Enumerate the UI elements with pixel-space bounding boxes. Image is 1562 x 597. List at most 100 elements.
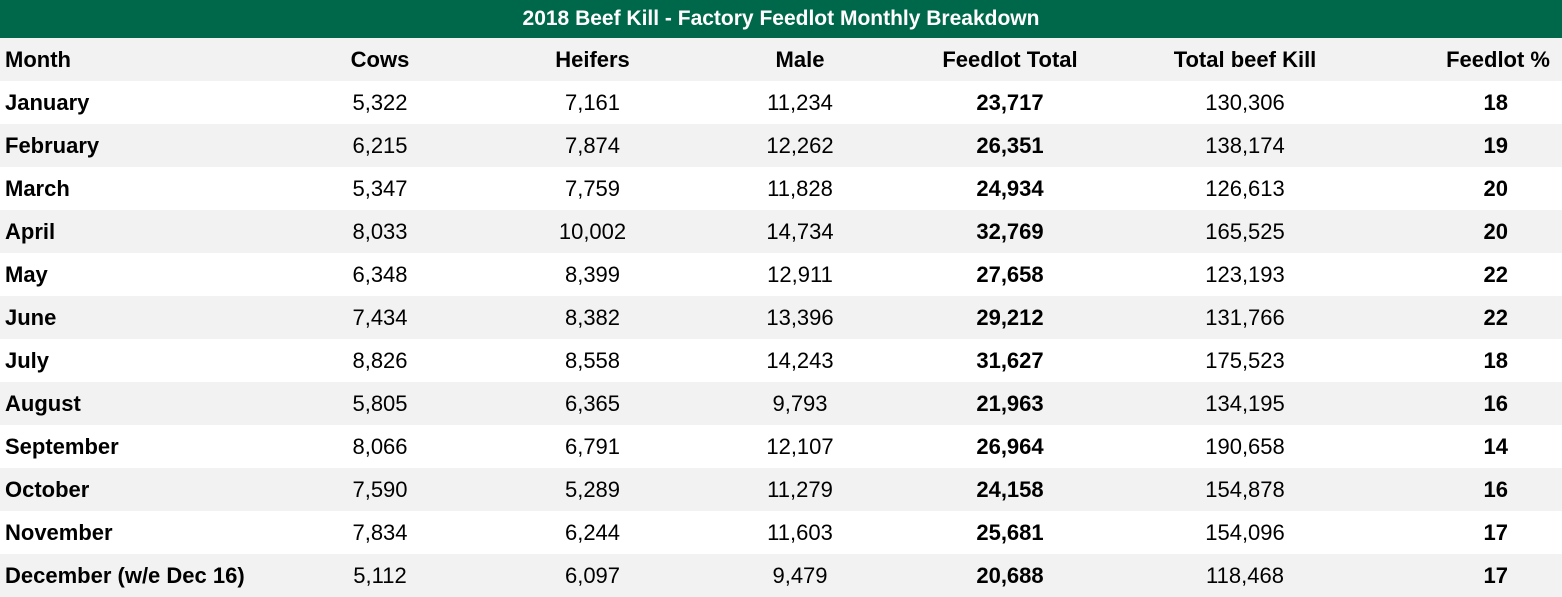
cell-feedlot-pct: 17 [1483, 563, 1508, 588]
table-row: September 8,066 6,791 12,107 26,964 190,… [0, 425, 1562, 468]
cell-feedlot-pct: 22 [1483, 305, 1508, 330]
cell-cows: 6,348 [352, 262, 408, 287]
cell-heifers: 6,791 [564, 434, 621, 459]
cell-cows: 5,347 [352, 176, 408, 201]
cell-male: 11,828 [767, 176, 833, 201]
cell-feedlot-pct: 22 [1483, 262, 1508, 287]
table-row: May 6,348 8,399 12,911 27,658 123,193 22 [0, 253, 1562, 296]
table-row: March 5,347 7,759 11,828 24,934 126,613 … [0, 167, 1562, 210]
cell-month: September [5, 434, 119, 459]
cell-feedlot-total: 21,963 [976, 391, 1044, 416]
cell-feedlot-pct: 14 [1483, 434, 1508, 459]
cell-total-beef-kill: 130,306 [1205, 90, 1285, 115]
cell-heifers: 7,161 [564, 90, 621, 115]
cell-total-beef-kill: 138,174 [1205, 133, 1285, 158]
cell-feedlot-pct: 18 [1483, 348, 1508, 373]
cell-month: June [5, 305, 57, 330]
cell-cows: 8,826 [352, 348, 408, 373]
cell-month: July [5, 348, 50, 373]
cell-total-beef-kill: 190,658 [1205, 434, 1285, 459]
cell-heifers: 8,399 [564, 262, 621, 287]
column-header-feedlot-total: Feedlot Total [942, 47, 1078, 72]
column-header-feedlot-pct: Feedlot % [1446, 47, 1550, 72]
cell-feedlot-pct: 16 [1483, 391, 1508, 416]
cell-cows: 7,834 [352, 520, 408, 545]
cell-heifers: 10,002 [558, 219, 627, 244]
cell-heifers: 6,244 [564, 520, 621, 545]
cell-total-beef-kill: 118,468 [1206, 563, 1284, 588]
cell-heifers: 7,874 [564, 133, 621, 158]
cell-male: 9,479 [772, 563, 828, 588]
cell-feedlot-pct: 16 [1483, 477, 1508, 502]
table-row: February 6,215 7,874 12,262 26,351 138,1… [0, 124, 1562, 167]
column-header-male: Male [775, 47, 825, 72]
header-row: Month Cows Heifers Male Feedlot Total To… [0, 38, 1562, 81]
cell-feedlot-total: 32,769 [976, 219, 1044, 244]
table-row: August 5,805 6,365 9,793 21,963 134,195 … [0, 382, 1562, 425]
cell-heifers: 6,365 [564, 391, 621, 416]
table-row: June 7,434 8,382 13,396 29,212 131,766 2… [0, 296, 1562, 339]
cell-feedlot-pct: 18 [1483, 90, 1508, 115]
cell-cows: 5,805 [352, 391, 408, 416]
cell-male: 12,262 [766, 133, 834, 158]
cell-feedlot-total: 27,658 [976, 262, 1044, 287]
cell-male: 12,911 [767, 262, 833, 287]
cell-heifers: 8,558 [564, 348, 621, 373]
column-header-month: Month [5, 47, 71, 72]
table-row: January 5,322 7,161 11,234 23,717 130,30… [0, 81, 1562, 124]
cell-month: March [5, 176, 70, 201]
cell-male: 12,107 [766, 434, 834, 459]
cell-heifers: 7,759 [564, 176, 621, 201]
cell-male: 14,243 [766, 348, 834, 373]
cell-month: November [5, 520, 113, 545]
cell-month: February [5, 133, 100, 158]
column-header-total-beef-kill: Total beef Kill [1173, 47, 1317, 72]
beef-kill-table: Month Cows Heifers Male Feedlot Total To… [0, 38, 1562, 597]
table-row: November 7,834 6,244 11,603 25,681 154,0… [0, 511, 1562, 554]
cell-feedlot-pct: 20 [1483, 219, 1508, 244]
cell-month: October [5, 477, 90, 502]
cell-cows: 8,066 [352, 434, 408, 459]
table-body: January 5,322 7,161 11,234 23,717 130,30… [0, 81, 1562, 597]
cell-feedlot-pct: 19 [1483, 133, 1508, 158]
cell-feedlot-total: 23,717 [976, 90, 1044, 115]
cell-total-beef-kill: 131,766 [1205, 305, 1285, 330]
cell-feedlot-total: 25,681 [976, 520, 1044, 545]
table-row: December (w/e Dec 16) 5,112 6,097 9,479 … [0, 554, 1562, 597]
cell-month: April [5, 219, 56, 244]
cell-male: 11,279 [767, 477, 833, 502]
cell-total-beef-kill: 165,525 [1205, 219, 1285, 244]
cell-total-beef-kill: 154,096 [1205, 520, 1285, 545]
cell-month: January [5, 90, 90, 115]
table-row: October 7,590 5,289 11,279 24,158 154,87… [0, 468, 1562, 511]
cell-total-beef-kill: 175,523 [1205, 348, 1285, 373]
cell-male: 9,793 [772, 391, 828, 416]
cell-month: August [5, 391, 81, 416]
cell-month: May [5, 262, 48, 287]
cell-cows: 7,434 [352, 305, 408, 330]
cell-total-beef-kill: 134,195 [1205, 391, 1285, 416]
cell-cows: 5,322 [352, 90, 408, 115]
cell-feedlot-total: 26,351 [976, 133, 1044, 158]
cell-cows: 5,112 [353, 563, 407, 588]
cell-cows: 8,033 [352, 219, 408, 244]
cell-heifers: 8,382 [564, 305, 621, 330]
cell-feedlot-total: 26,964 [976, 434, 1044, 459]
cell-male: 11,234 [767, 90, 833, 115]
cell-feedlot-total: 29,212 [976, 305, 1044, 330]
table-title: 2018 Beef Kill - Factory Feedlot Monthly… [0, 0, 1562, 38]
cell-total-beef-kill: 154,878 [1205, 477, 1285, 502]
cell-heifers: 6,097 [564, 563, 621, 588]
cell-total-beef-kill: 123,193 [1205, 262, 1285, 287]
cell-feedlot-total: 24,934 [976, 176, 1044, 201]
cell-feedlot-pct: 20 [1483, 176, 1508, 201]
column-header-heifers: Heifers [555, 47, 630, 72]
cell-feedlot-pct: 17 [1483, 520, 1508, 545]
column-header-cows: Cows [350, 47, 410, 72]
table-row: July 8,826 8,558 14,243 31,627 175,523 1… [0, 339, 1562, 382]
cell-male: 14,734 [766, 219, 834, 244]
cell-male: 13,396 [766, 305, 834, 330]
cell-male: 11,603 [767, 520, 833, 545]
cell-feedlot-total: 24,158 [976, 477, 1044, 502]
cell-cows: 7,590 [352, 477, 408, 502]
